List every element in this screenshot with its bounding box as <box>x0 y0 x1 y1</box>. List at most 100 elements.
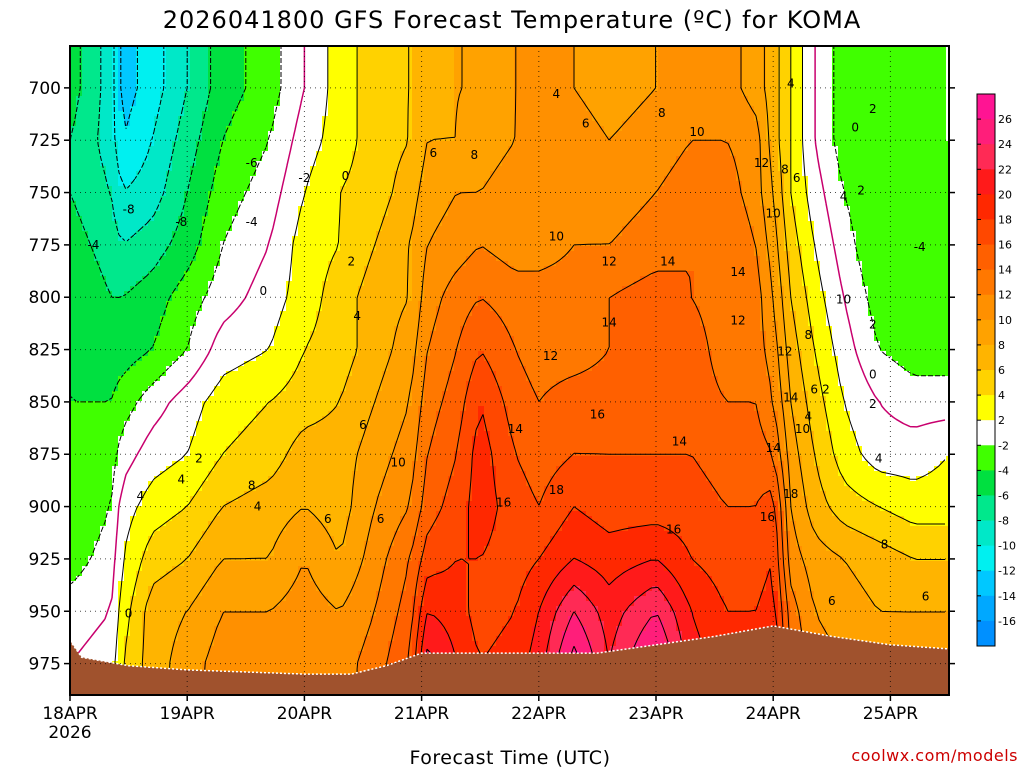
temperature-cell <box>166 566 173 572</box>
temperature-cell <box>238 181 245 187</box>
temperature-cell <box>118 346 125 352</box>
temperature-cell <box>184 241 191 247</box>
temperature-cell <box>220 231 227 237</box>
temperature-cell <box>202 416 209 422</box>
temperature-cell <box>88 101 95 107</box>
temperature-cell <box>172 296 179 302</box>
temperature-cell <box>208 116 215 122</box>
temperature-cell <box>130 121 137 127</box>
temperature-cell <box>148 381 155 387</box>
temperature-cell <box>70 201 77 207</box>
temperature-cell <box>298 316 305 322</box>
temperature-cell <box>130 661 137 667</box>
temperature-cell <box>268 386 275 392</box>
temperature-cell <box>196 61 203 67</box>
temperature-cell <box>298 211 305 217</box>
temperature-cell <box>214 61 221 67</box>
temperature-cell <box>226 141 233 147</box>
temperature-cell <box>154 66 161 72</box>
temperature-cell <box>190 466 197 472</box>
temperature-cell <box>286 646 293 652</box>
temperature-cell <box>118 531 125 537</box>
temperature-cell <box>130 56 137 62</box>
temperature-cell <box>124 381 131 387</box>
temperature-cell <box>154 326 161 332</box>
temperature-cell <box>88 376 95 382</box>
temperature-cell <box>106 86 113 92</box>
temperature-cell <box>268 131 275 137</box>
temperature-cell <box>136 371 143 377</box>
temperature-cell <box>172 586 179 592</box>
temperature-cell <box>130 81 137 87</box>
temperature-cell <box>70 426 77 432</box>
temperature-cell <box>70 636 77 642</box>
temperature-cell <box>280 351 287 357</box>
temperature-cell <box>202 96 209 102</box>
temperature-cell <box>82 301 89 307</box>
temperature-cell <box>274 66 281 72</box>
temperature-cell <box>166 456 173 462</box>
temperature-cell <box>118 381 125 387</box>
temperature-cell <box>70 241 77 247</box>
temperature-cell <box>118 521 125 527</box>
temperature-cell <box>202 601 209 607</box>
temperature-cell <box>112 131 119 137</box>
temperature-cell <box>256 436 263 442</box>
temperature-cell <box>196 581 203 587</box>
temperature-cell <box>226 231 233 237</box>
temperature-cell <box>148 466 155 472</box>
temperature-cell <box>178 131 185 137</box>
temperature-cell <box>154 181 161 187</box>
temperature-cell <box>298 241 305 247</box>
temperature-cell <box>226 216 233 222</box>
temperature-cell <box>106 546 113 552</box>
temperature-cell <box>106 96 113 102</box>
temperature-cell <box>172 571 179 577</box>
temperature-cell <box>190 576 197 582</box>
temperature-cell <box>208 416 215 422</box>
temperature-cell <box>238 391 245 397</box>
temperature-cell <box>112 621 119 627</box>
temperature-cell <box>160 321 167 327</box>
temperature-cell <box>238 441 245 447</box>
temperature-cell <box>250 216 257 222</box>
temperature-cell <box>232 616 239 622</box>
temperature-cell <box>160 611 167 617</box>
temperature-cell <box>148 371 155 377</box>
temperature-cell <box>256 276 263 282</box>
temperature-cell <box>298 266 305 272</box>
temperature-cell <box>268 356 275 362</box>
temperature-cell <box>262 56 269 62</box>
temperature-cell <box>190 296 197 302</box>
temperature-cell <box>268 621 275 627</box>
temperature-cell <box>292 261 299 267</box>
temperature-cell <box>268 521 275 527</box>
temperature-cell <box>76 631 83 637</box>
temperature-cell <box>166 216 173 222</box>
temperature-cell <box>148 61 155 67</box>
temperature-cell <box>292 316 299 322</box>
temperature-cell <box>190 241 197 247</box>
temperature-cell <box>214 171 221 177</box>
temperature-cell <box>172 366 179 372</box>
temperature-cell <box>124 441 131 447</box>
temperature-cell <box>88 391 95 397</box>
temperature-cell <box>244 536 251 542</box>
temperature-cell <box>70 116 77 122</box>
temperature-cell <box>268 186 275 192</box>
temperature-cell <box>82 206 89 212</box>
temperature-cell <box>172 506 179 512</box>
temperature-cell <box>250 61 257 67</box>
temperature-cell <box>142 186 149 192</box>
temperature-cell <box>226 76 233 82</box>
temperature-cell <box>268 646 275 652</box>
temperature-cell <box>280 66 287 72</box>
temperature-cell <box>268 341 275 347</box>
temperature-cell <box>166 166 173 172</box>
temperature-cell <box>292 96 299 102</box>
temperature-cell <box>232 171 239 177</box>
temperature-cell <box>244 431 251 437</box>
temperature-cell <box>208 511 215 517</box>
temperature-cell <box>94 456 101 462</box>
temperature-cell <box>154 631 161 637</box>
